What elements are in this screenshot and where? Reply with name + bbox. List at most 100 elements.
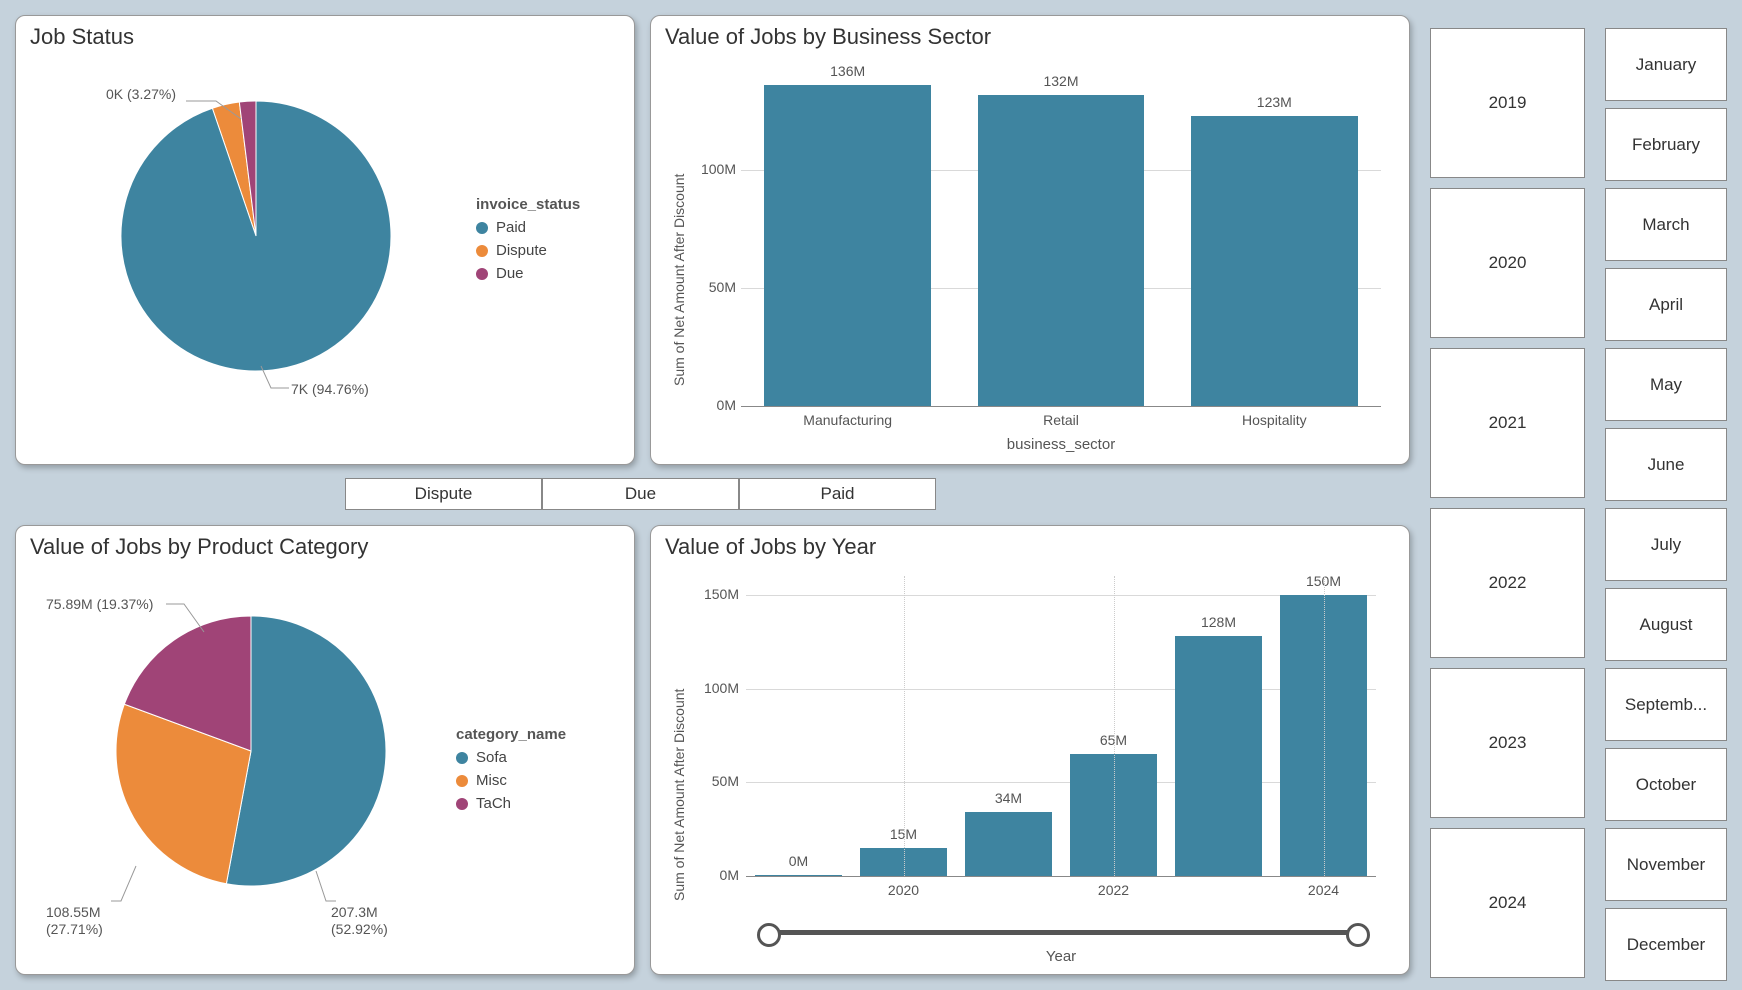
y-tick-label: 50M	[691, 279, 736, 295]
legend-label: Due	[496, 265, 524, 282]
by-sector-x-label: business_sector	[741, 436, 1381, 453]
month-slicer-item[interactable]: November	[1605, 828, 1727, 901]
card-by-category: Value of Jobs by Product Category 75.89M…	[15, 525, 635, 975]
legend-dot-icon	[456, 798, 468, 810]
callout-line-icon	[186, 101, 246, 121]
legend-label: Dispute	[496, 242, 547, 259]
year-slicer-item[interactable]: 2024	[1430, 828, 1585, 978]
gridline	[741, 406, 1381, 407]
month-slicer-item[interactable]: June	[1605, 428, 1727, 501]
legend-label: Paid	[496, 219, 526, 236]
legend-dot-icon	[476, 245, 488, 257]
year-slicer-item[interactable]: 2019	[1430, 28, 1585, 178]
year-slicer-item[interactable]: 2023	[1430, 668, 1585, 818]
y-tick-label: 150M	[691, 586, 739, 602]
legend-dot-icon	[476, 268, 488, 280]
y-tick-label: 50M	[691, 773, 739, 789]
by-category-legend: category_name Sofa Misc TaCh	[456, 726, 566, 818]
callout-line-icon	[116, 866, 156, 906]
month-slicer-item[interactable]: August	[1605, 588, 1727, 661]
bar-data-label: 0M	[755, 853, 841, 869]
callout-line-icon	[261, 366, 321, 396]
month-slicer-item[interactable]: December	[1605, 908, 1727, 981]
bar-data-label: 132M	[978, 73, 1144, 89]
month-slicer-item[interactable]: February	[1605, 108, 1727, 181]
x-tick-label: Manufacturing	[741, 412, 954, 428]
month-slicer-item[interactable]: October	[1605, 748, 1727, 821]
job-status-title: Job Status	[16, 16, 634, 50]
legend-dot-icon	[456, 775, 468, 787]
month-slicer-item[interactable]: January	[1605, 28, 1727, 101]
bar-data-label: 123M	[1191, 94, 1357, 110]
legend-item[interactable]: Dispute	[476, 242, 580, 259]
slider-handle-right-icon[interactable]	[1346, 923, 1370, 947]
y-tick-label: 100M	[691, 680, 739, 696]
job-status-pie	[116, 96, 396, 376]
bar[interactable]	[755, 875, 841, 876]
job-status-legend: invoice_status Paid Dispute Due	[476, 196, 580, 288]
month-slicer-item[interactable]: Septemb...	[1605, 668, 1727, 741]
card-job-status: Job Status 0K (3.27%) 7K (94.76%) invoic…	[15, 15, 635, 465]
by-year-title: Value of Jobs by Year	[651, 526, 1409, 560]
legend-label: TaCh	[476, 795, 511, 812]
bar-data-label: 136M	[764, 63, 930, 79]
legend-item[interactable]: Sofa	[456, 749, 566, 766]
by-sector-title: Value of Jobs by Business Sector	[651, 16, 1409, 50]
gridline-vertical	[1114, 576, 1115, 876]
month-slicer-item[interactable]: March	[1605, 188, 1727, 261]
by-category-callout-misc: 108.55M (27.71%)	[46, 904, 103, 938]
legend-dot-icon	[456, 752, 468, 764]
filter-button-paid[interactable]: Paid	[739, 478, 936, 510]
x-tick-label: 2020	[851, 882, 956, 898]
year-slicer-item[interactable]: 2020	[1430, 188, 1585, 338]
x-tick-label: 2022	[1061, 882, 1166, 898]
year-slicer-item[interactable]: 2022	[1430, 508, 1585, 658]
by-year-plot: 0M50M100M150M0M15M34M65M128M150M20202022…	[746, 576, 1376, 876]
legend-label: Sofa	[476, 749, 507, 766]
legend-item[interactable]: Due	[476, 265, 580, 282]
bar-data-label: 34M	[965, 790, 1051, 806]
by-sector-plot: 0M50M100M136MManufacturing132MRetail123M…	[741, 76, 1381, 406]
legend-item[interactable]: TaCh	[456, 795, 566, 812]
x-tick-label: Retail	[954, 412, 1167, 428]
slider-handle-left-icon[interactable]	[757, 923, 781, 947]
gridline	[746, 876, 1376, 877]
callout-line-icon	[166, 604, 216, 634]
x-tick-label: 2024	[1271, 882, 1376, 898]
bar[interactable]	[978, 95, 1144, 406]
y-tick-label: 0M	[691, 867, 739, 883]
callout-line-icon	[316, 871, 356, 906]
legend-title: category_name	[456, 726, 566, 743]
by-category-callout-sofa: 207.3M (52.92%)	[331, 904, 388, 938]
legend-item[interactable]: Paid	[476, 219, 580, 236]
month-slicer-item[interactable]: April	[1605, 268, 1727, 341]
y-tick-label: 100M	[691, 161, 736, 177]
card-by-year: Value of Jobs by Year Sum of Net Amount …	[650, 525, 1410, 975]
filter-button-due[interactable]: Due	[542, 478, 739, 510]
by-category-title: Value of Jobs by Product Category	[16, 526, 634, 560]
legend-dot-icon	[476, 222, 488, 234]
month-slicer-item[interactable]: May	[1605, 348, 1727, 421]
bar-data-label: 128M	[1175, 614, 1261, 630]
legend-item[interactable]: Misc	[456, 772, 566, 789]
bar[interactable]	[764, 85, 930, 406]
legend-label: Misc	[476, 772, 507, 789]
by-year-y-label: Sum of Net Amount After Discount	[671, 689, 687, 901]
gridline-vertical	[1324, 576, 1325, 876]
legend-title: invoice_status	[476, 196, 580, 213]
filter-button-dispute[interactable]: Dispute	[345, 478, 542, 510]
by-year-x-label: Year	[746, 948, 1376, 965]
by-sector-y-label: Sum of Net Amount After Discount	[671, 174, 687, 386]
bar[interactable]	[1175, 636, 1261, 876]
gridline-vertical	[904, 576, 905, 876]
by-category-pie	[111, 611, 391, 891]
year-range-slider[interactable]	[766, 921, 1361, 943]
y-tick-label: 0M	[691, 397, 736, 413]
bar[interactable]	[965, 812, 1051, 876]
card-by-sector: Value of Jobs by Business Sector Sum of …	[650, 15, 1410, 465]
by-category-callout-tach: 75.89M (19.37%)	[46, 596, 153, 612]
job-status-callout-dispute: 0K (3.27%)	[106, 86, 176, 102]
month-slicer-item[interactable]: July	[1605, 508, 1727, 581]
bar[interactable]	[1191, 116, 1357, 406]
year-slicer-item[interactable]: 2021	[1430, 348, 1585, 498]
